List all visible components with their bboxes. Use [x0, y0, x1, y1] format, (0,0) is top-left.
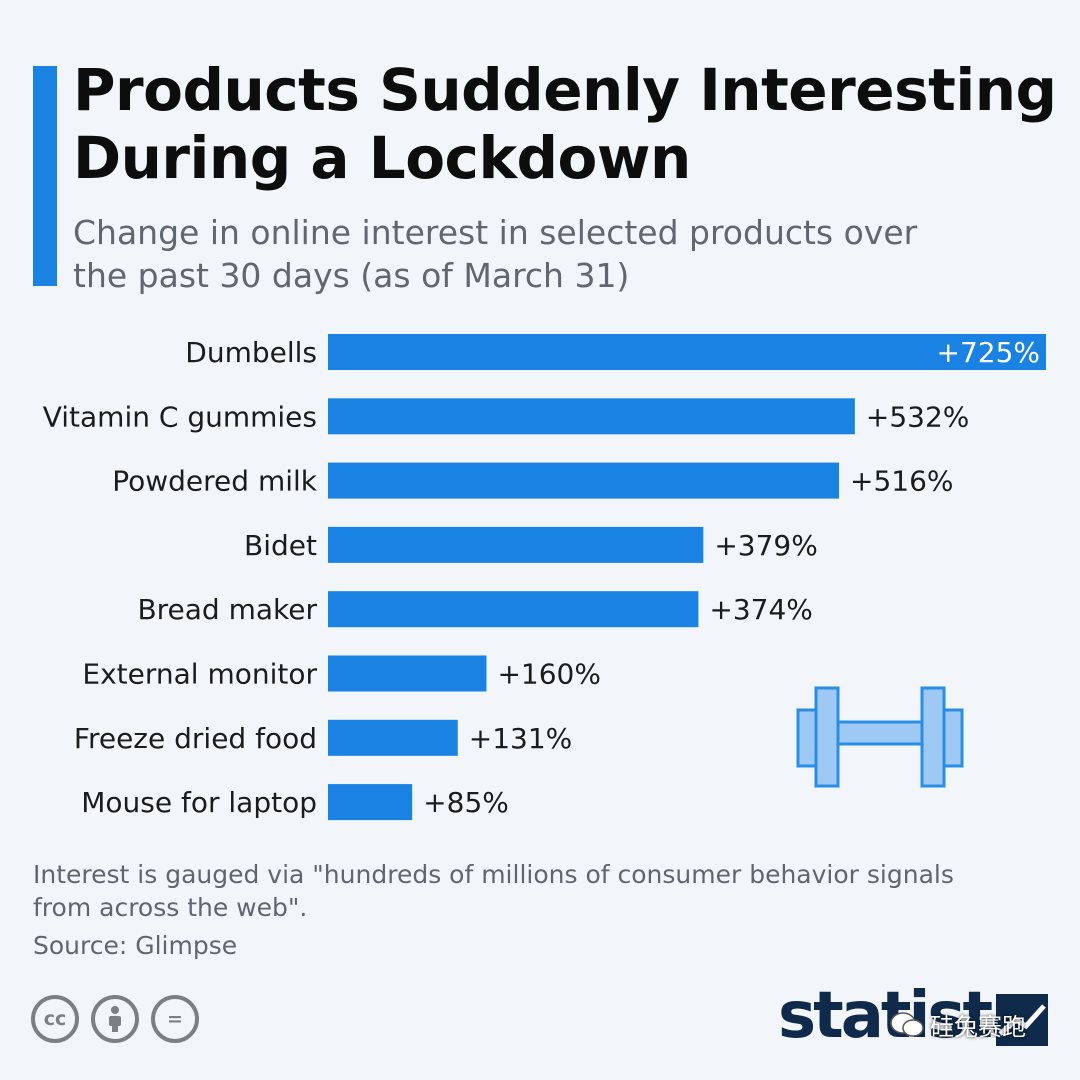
methodology-note: Interest is gauged via "hundreds of mill…	[33, 860, 954, 922]
bar	[328, 398, 855, 435]
watermark-text: 硅兔赛跑	[930, 1013, 1026, 1041]
category-label: Mouse for laptop	[81, 786, 317, 819]
bar	[328, 591, 699, 628]
category-label: Powdered milk	[112, 465, 318, 498]
bar	[328, 719, 458, 756]
category-label: Bidet	[244, 529, 317, 562]
value-label: +516%	[850, 465, 954, 498]
bar	[328, 784, 413, 821]
bar-chart: Dumbells +725% Vitamin C gummies +532% Powde…	[43, 334, 1046, 821]
value-label: +160%	[497, 658, 601, 691]
dumbbell-icon	[796, 686, 964, 788]
cc-icon[interactable]: cc	[31, 995, 79, 1043]
bar	[328, 462, 840, 499]
category-label: Vitamin C gummies	[43, 400, 317, 433]
nd-icon[interactable]: =	[151, 995, 199, 1043]
chart-title: Products Suddenly Interesting During a L…	[73, 56, 1057, 192]
source-text: Source: Glimpse	[33, 931, 238, 960]
person-icon	[109, 1006, 121, 1032]
category-label: Dumbells	[185, 336, 317, 369]
value-label: +374%	[709, 593, 813, 626]
bar	[328, 655, 487, 692]
category-label: Bread maker	[137, 593, 317, 626]
watermark: 硅兔赛跑	[890, 1007, 1026, 1042]
logo-mark-icon	[996, 994, 1048, 1046]
bar	[328, 526, 704, 563]
title-accent-bar	[33, 66, 57, 286]
license-icons: cc =	[31, 995, 199, 1043]
category-label: Freeze dried food	[74, 722, 317, 755]
wechat-icon	[890, 1011, 924, 1038]
value-label: +379%	[714, 529, 818, 562]
by-icon[interactable]	[91, 995, 139, 1043]
chart-subtitle: Change in online interest in selected pr…	[73, 213, 918, 295]
category-label: External monitor	[82, 658, 317, 691]
bar	[328, 334, 1046, 370]
value-label: +532%	[866, 400, 970, 433]
value-label: +131%	[469, 722, 573, 755]
value-label: +85%	[423, 786, 509, 819]
value-label: +725%	[936, 336, 1040, 369]
